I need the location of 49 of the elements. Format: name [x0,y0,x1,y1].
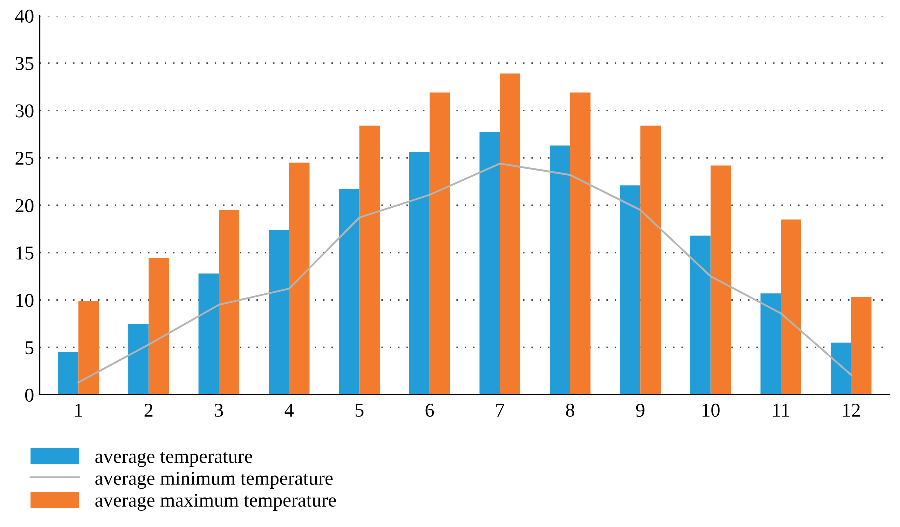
x-tick-label: 1 [75,404,82,417]
x-tick-label: 5 [356,404,364,418]
bar [148,258,170,395]
y-tick-label: 40 [15,10,34,23]
bar [760,294,782,395]
bar [550,146,570,395]
y-tick-label: 15 [16,246,34,260]
bar [58,352,79,395]
bar [851,297,872,395]
x-tick-label: 11 [773,404,790,417]
x-tick-label: 9 [636,404,645,418]
x-tick-label: 7 [496,404,504,417]
line-series [78,162,852,384]
bar [269,230,290,395]
y-tick-label: 25 [16,152,34,166]
bar [830,342,852,395]
bar [710,166,732,395]
y-tick-label: 5 [26,342,34,355]
legend-label: average maximum temperature [96,494,336,512]
x-tick-label: 8 [566,404,574,418]
bar [219,210,240,395]
bar [480,132,500,395]
y-tick-label: 10 [16,294,34,308]
bar [128,324,149,395]
y-tick-label: 30 [16,104,34,118]
bar [360,126,380,395]
bar [410,152,430,395]
y-tick-label: 20 [16,199,34,212]
bar [430,92,450,395]
bar [78,301,100,395]
bar [500,74,520,395]
bar [289,162,310,395]
x-tick-label: 6 [426,404,434,418]
bar [339,189,360,395]
bar [570,92,591,395]
x-tick-label: 4 [284,404,294,417]
bar [690,236,711,395]
y-tick-label: 0 [25,388,34,402]
legend-label: average temperature [96,452,252,468]
bar [781,220,802,395]
x-tick-label: 2 [144,404,153,417]
y-tick-label: 35 [16,57,34,70]
bar [640,126,661,395]
x-tick-label: 12 [843,404,860,417]
bar [198,274,220,395]
x-tick-label: 10 [702,404,720,418]
bar [620,186,641,395]
legend-label: average minimum temperature [96,472,333,490]
x-tick-label: 3 [215,404,224,418]
